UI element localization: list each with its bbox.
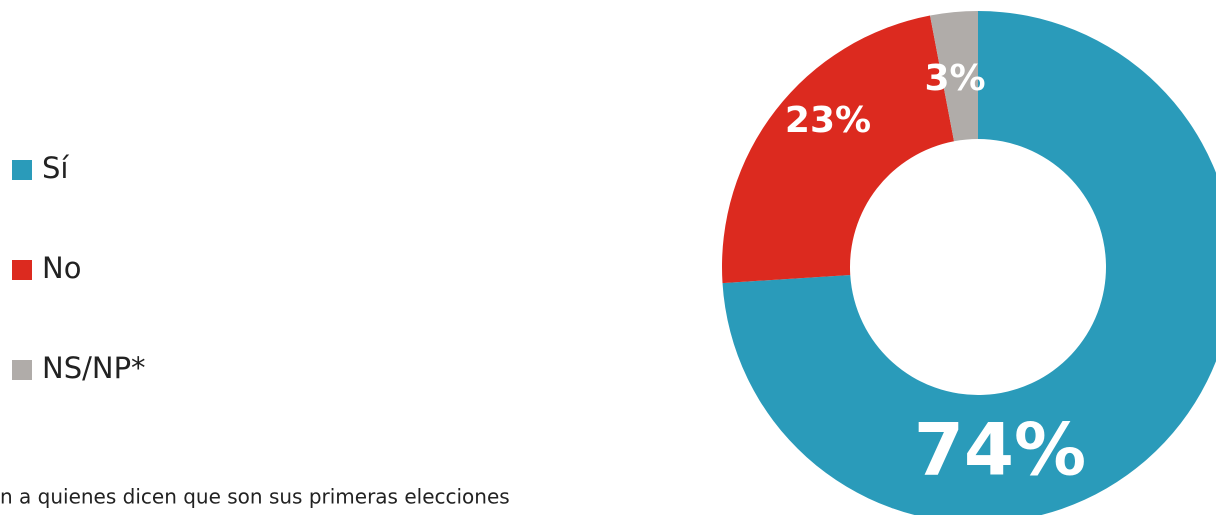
donut-slice: [722, 15, 955, 284]
footnote: n a quienes dicen que son sus primeras e…: [0, 485, 510, 509]
legend-label: Sí: [42, 151, 69, 185]
legend-label: NS/NP*: [42, 351, 146, 385]
legend-label: No: [42, 251, 81, 285]
data-label: 23%: [785, 100, 871, 141]
legend-swatch: [12, 160, 32, 180]
data-label: 3%: [924, 58, 985, 99]
legend-swatch: [12, 260, 32, 280]
donut-slice: [930, 11, 978, 142]
data-label: 74%: [914, 408, 1086, 492]
donut-slice: [722, 11, 1216, 515]
legend-swatch: [12, 360, 32, 380]
